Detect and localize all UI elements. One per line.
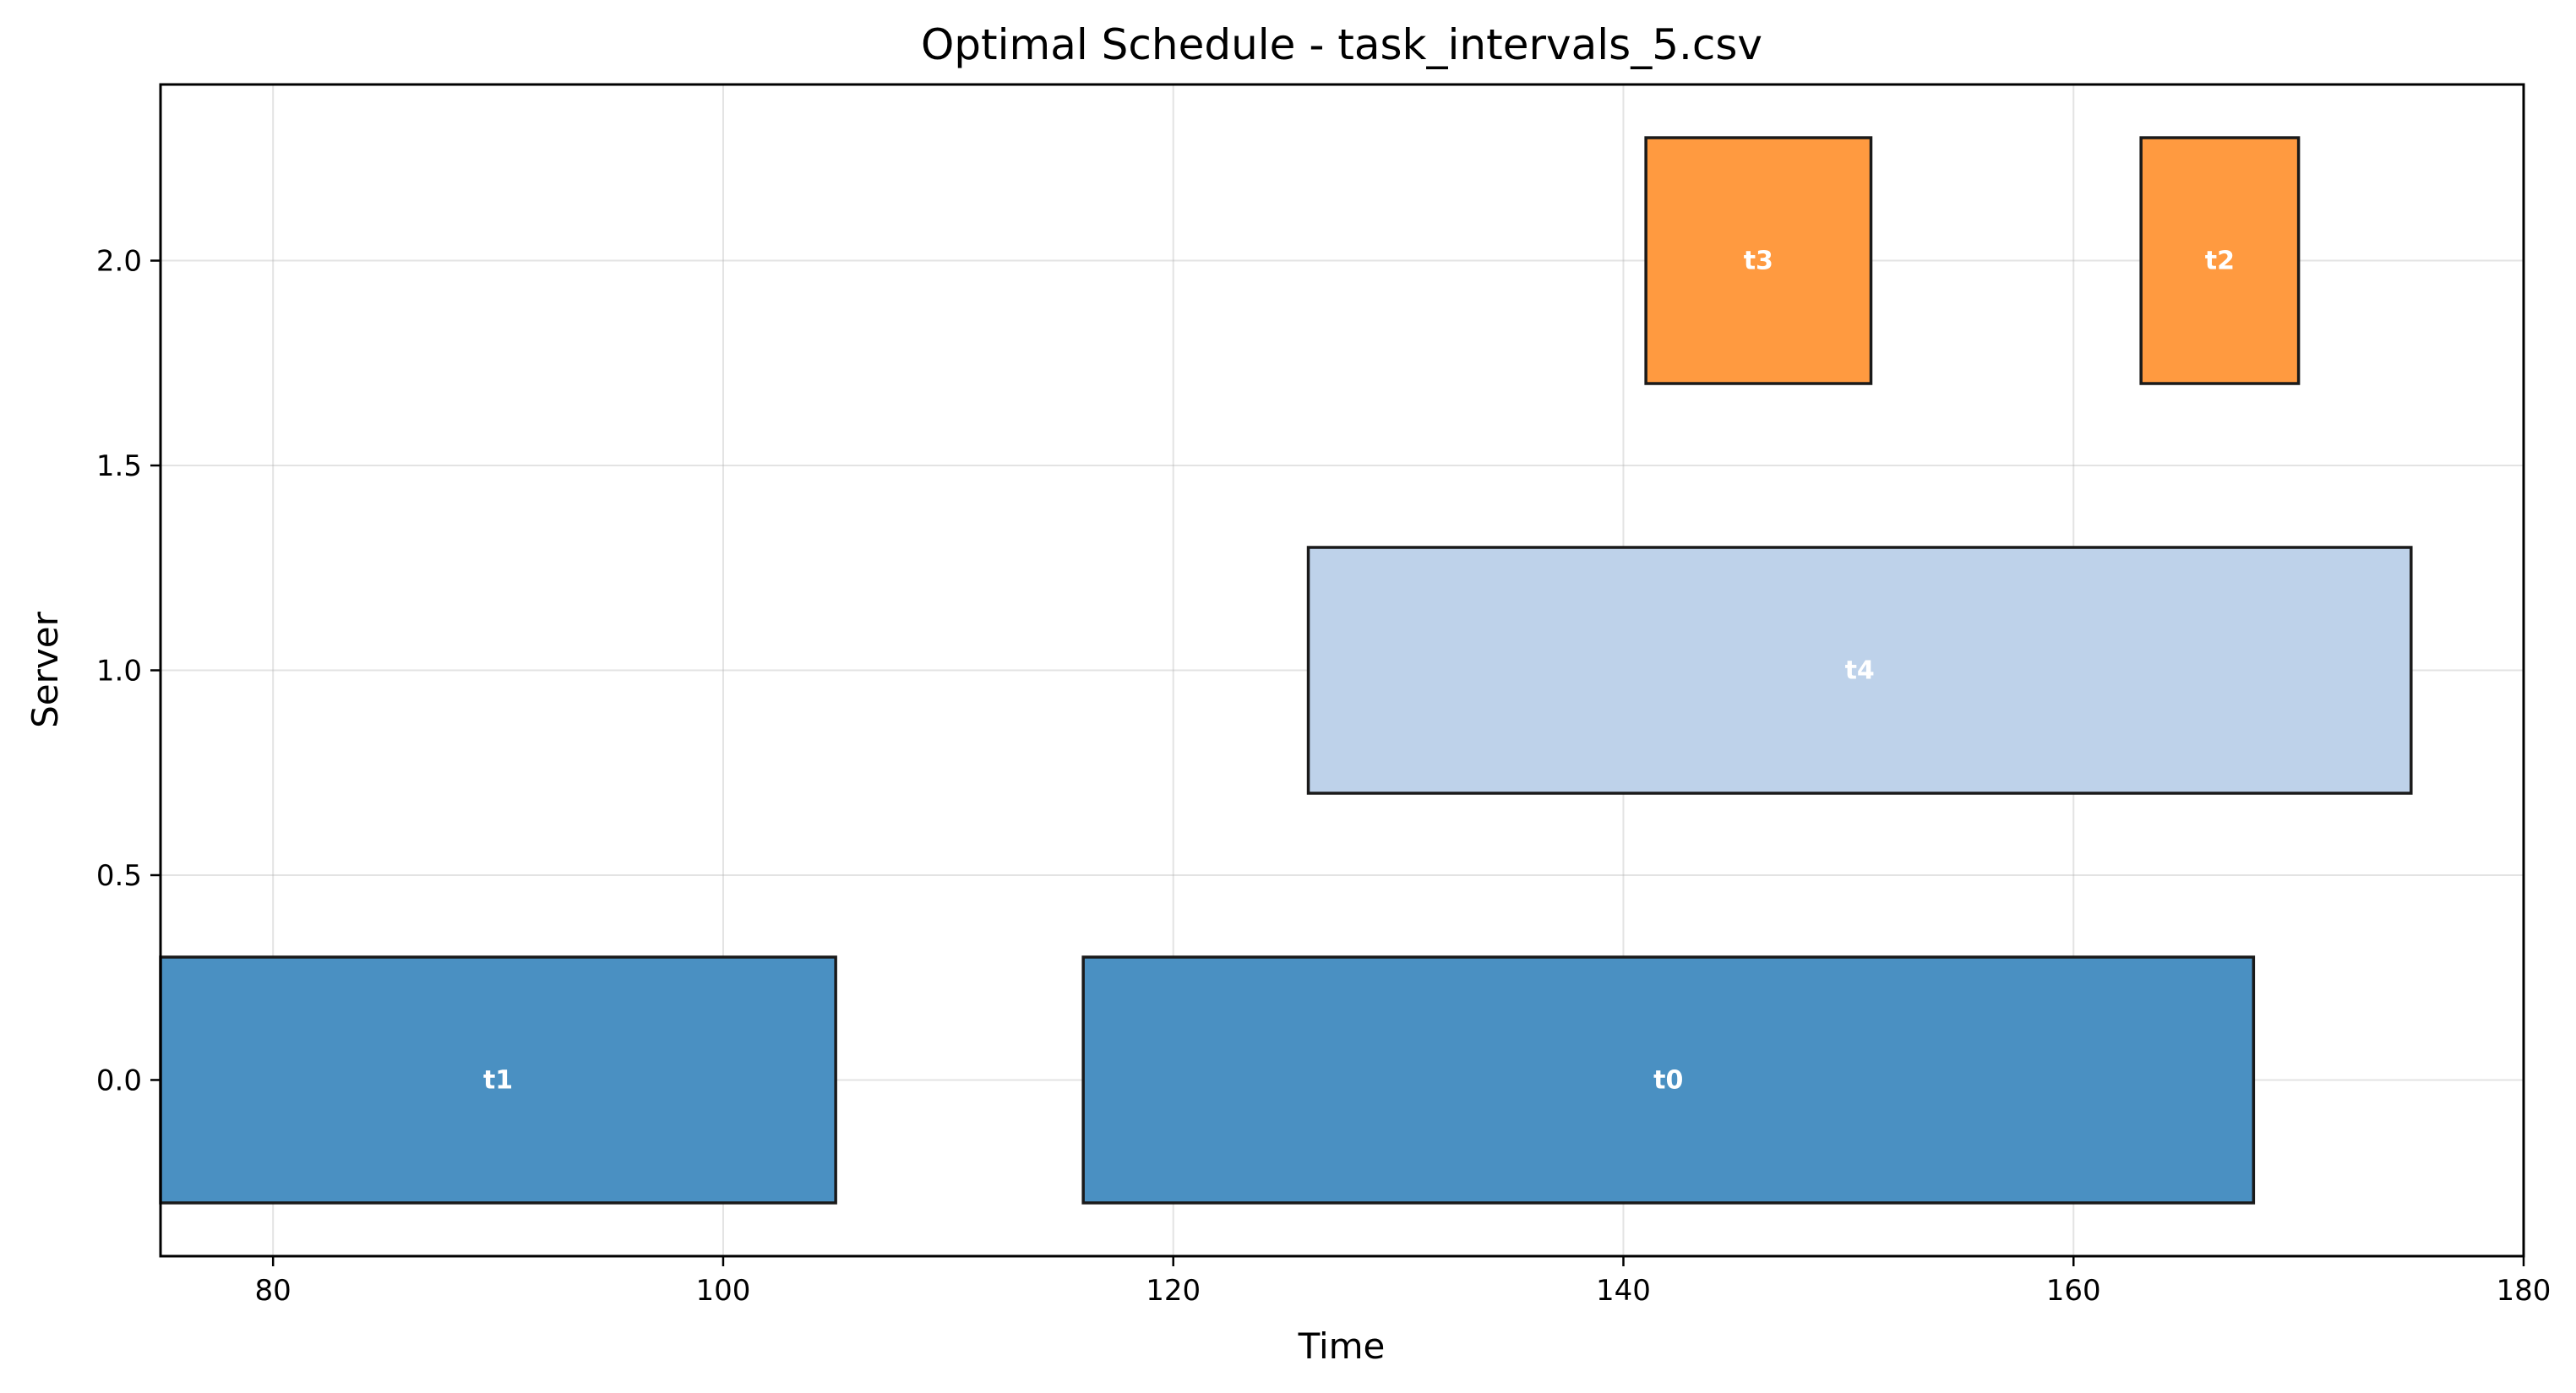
task-bar-t0 xyxy=(1081,955,2256,1205)
y-tick-label: 1.0 xyxy=(96,655,142,688)
task-bar-t1 xyxy=(159,955,837,1205)
task-bars: t1 t0 t4 t3 t2 xyxy=(159,136,2413,1205)
y-tick-label: 0.5 xyxy=(96,859,142,893)
task-bar-t3 xyxy=(1644,136,1873,385)
axis-ticks: 80 100 120 140 160 180 0.0 0.5 1.0 1.5 2.0 xyxy=(96,245,2551,1308)
x-tick-label: 180 xyxy=(2497,1274,2551,1308)
task-label-t1: t1 xyxy=(483,1065,513,1095)
task-label-t2: t2 xyxy=(2205,247,2235,276)
x-axis-label: Time xyxy=(1298,1325,1386,1367)
y-tick-label: 1.5 xyxy=(96,449,142,483)
x-tick-label: 140 xyxy=(1596,1274,1651,1308)
x-tick-label: 100 xyxy=(695,1274,750,1308)
task-label-t0: t0 xyxy=(1653,1065,1683,1095)
x-tick-label: 80 xyxy=(255,1274,291,1308)
y-axis-label: Server xyxy=(25,611,66,727)
task-label-t3: t3 xyxy=(1744,247,1773,276)
x-tick-label: 120 xyxy=(1146,1274,1201,1308)
x-tick-label: 160 xyxy=(2046,1274,2101,1308)
task-bar-t2 xyxy=(2139,136,2301,385)
y-tick-label: 0.0 xyxy=(96,1064,142,1097)
chart-title: Optimal Schedule - task_intervals_5.csv xyxy=(921,20,1762,69)
task-label-t4: t4 xyxy=(1845,656,1875,686)
task-bar-t4 xyxy=(1306,546,2413,795)
y-tick-label: 2.0 xyxy=(96,245,142,279)
